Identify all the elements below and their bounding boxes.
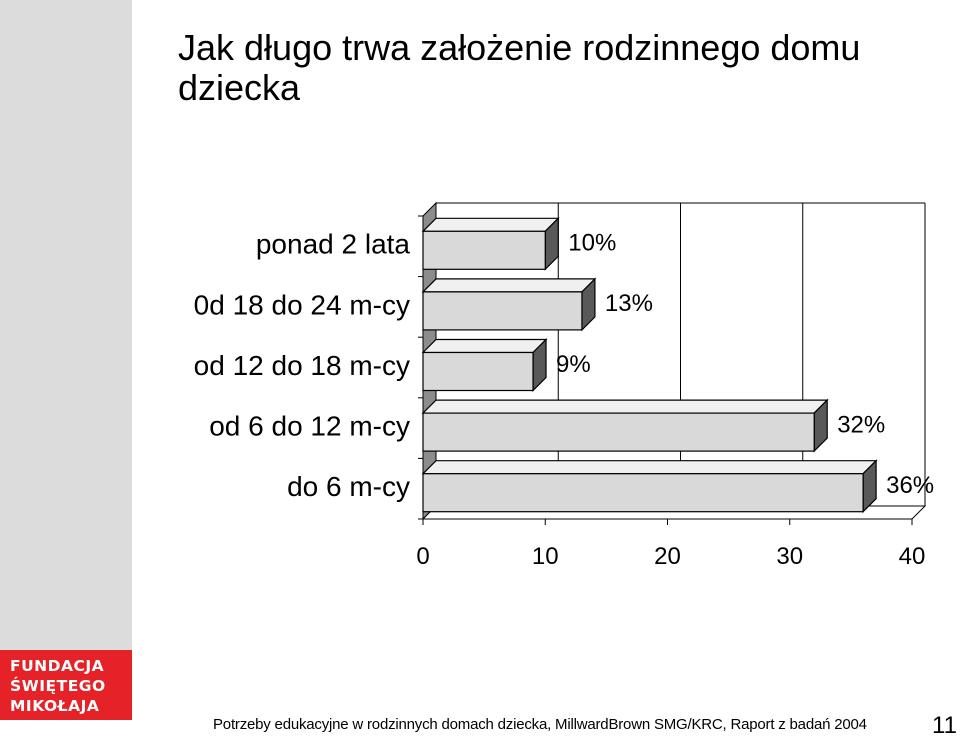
bar-top-0 — [421, 217, 560, 232]
data-label-1: 13% — [605, 290, 653, 317]
logo-line-1: FUNDACJA — [10, 657, 105, 675]
category-label-2: od 12 do 18 m-cy — [194, 350, 410, 381]
category-label-3: od 6 do 12 m-cy — [209, 410, 410, 441]
category-label-4: do 6 m-cy — [287, 471, 410, 502]
fundacja-logo: FUNDACJA ŚWIĘTEGO MIKOŁAJA — [0, 650, 132, 720]
data-label-0: 10% — [568, 230, 616, 257]
bar-1 — [422, 291, 583, 331]
x-tick-label-0: 0 — [416, 543, 429, 570]
bar-4 — [422, 473, 864, 513]
bar-3 — [422, 412, 815, 452]
page-number: 11 — [932, 712, 957, 739]
category-label-1: 0d 18 do 24 m-cy — [194, 289, 410, 320]
logo-line-2: ŚWIĘTEGO — [10, 677, 106, 695]
source-footnote: Potrzeby edukacyjne w rodzinnych domach … — [213, 716, 867, 733]
x-tick-label-30: 30 — [776, 543, 803, 570]
category-label-0: ponad 2 lata — [256, 229, 411, 260]
x-tick-label-40: 40 — [899, 543, 926, 570]
bar-2 — [422, 351, 534, 392]
x-tick-label-10: 10 — [532, 543, 559, 570]
bar-top-1 — [421, 278, 597, 293]
data-label-3: 32% — [837, 411, 885, 438]
data-label-4: 36% — [886, 472, 934, 499]
bar-top-2 — [421, 338, 548, 354]
bar-top-4 — [421, 460, 878, 475]
left-side-strip — [0, 0, 132, 650]
bar-top-3 — [421, 399, 829, 414]
x-tick-label-20: 20 — [654, 543, 681, 570]
logo-line-3: MIKOŁAJA — [10, 697, 100, 715]
slide-title: Jak długo trwa założenie rodzinnego domu… — [178, 27, 861, 108]
bar-0 — [422, 230, 546, 270]
data-label-2: 9% — [556, 351, 591, 378]
